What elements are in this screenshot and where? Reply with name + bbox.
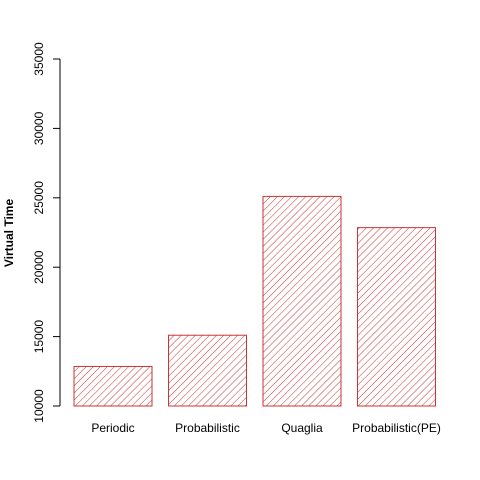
bars [73, 195, 436, 407]
x-category-label: Quaglia [281, 421, 323, 435]
y-tick-label: 25000 [32, 181, 46, 215]
y-tick-label: 10000 [32, 389, 46, 423]
x-category-label: Probabilistic(PE) [352, 421, 441, 435]
x-category-label: Probabilistic [175, 421, 240, 435]
bar-periodic [73, 365, 153, 407]
x-axis-labels: Periodic Probabilistic Quaglia Probabilisti… [91, 421, 441, 435]
bar-probabilistic [168, 334, 247, 407]
bar-quaglia [262, 195, 342, 407]
y-axis-label: Virtual Time [2, 199, 16, 268]
y-axis-ticks: 10000 15000 20000 25000 30000 35000 [32, 42, 60, 423]
x-category-label: Periodic [91, 421, 134, 435]
y-tick-label: 35000 [32, 42, 46, 76]
bar-probabilistic-pe [357, 227, 436, 407]
y-tick-label: 20000 [32, 250, 46, 284]
y-tick-label: 15000 [32, 320, 46, 354]
y-tick-label: 30000 [32, 111, 46, 145]
